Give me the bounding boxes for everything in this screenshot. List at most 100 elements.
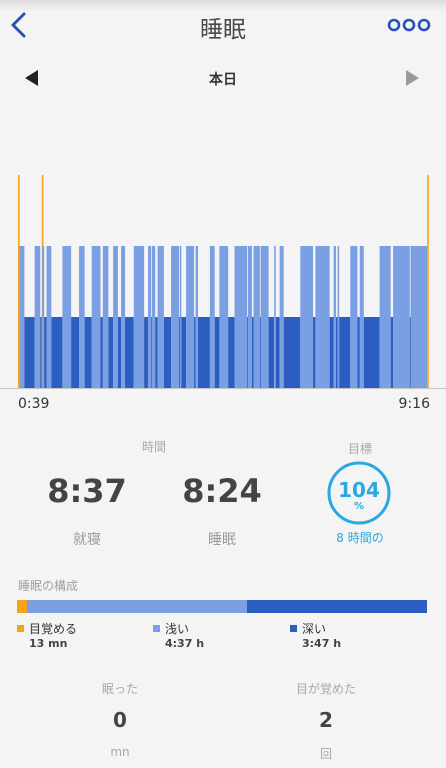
- sleep-segment-deep: [24, 317, 35, 388]
- sleep-segment-light: [152, 246, 156, 388]
- sleep-segment-deep: [214, 317, 220, 388]
- sleep-segment-light: [260, 246, 269, 388]
- sleep-segment-light: [121, 246, 126, 388]
- sleep-segment-light: [79, 246, 85, 388]
- sleep-segment-light: [171, 246, 179, 388]
- legend-light-value: 4:37 h: [165, 637, 205, 650]
- legend-deep-label: 深い: [302, 622, 327, 636]
- more-dots-icon: [387, 18, 431, 32]
- sleep-segment-light: [102, 246, 109, 388]
- sleep-segment-light: [379, 246, 391, 388]
- sleep-segment-deep: [363, 317, 380, 388]
- sleep-segment-awake: [18, 175, 20, 388]
- sleep-segment-deep: [251, 317, 254, 388]
- back-arrow-icon: [11, 12, 26, 38]
- composition-deep-segment: [246, 600, 427, 613]
- sleep-segment-deep: [44, 317, 47, 388]
- sleep-segment-deep: [228, 317, 235, 388]
- legend-awake: 目覚める: [17, 620, 77, 637]
- chart-end-time: 9:16: [398, 396, 430, 412]
- chart-start-time: 0:39: [18, 396, 50, 412]
- sleep-segment-light: [209, 246, 215, 388]
- sleep-segment-deep: [313, 317, 316, 388]
- sleep-segment-light: [253, 246, 260, 388]
- sleep-segment-light: [179, 246, 182, 388]
- woke-label: 目が覚めた: [295, 682, 356, 696]
- sleep-segment-deep: [339, 317, 351, 388]
- page-title: 睡眠: [200, 17, 246, 43]
- sleep-segment-deep: [125, 317, 134, 388]
- sleep-segment-light: [42, 246, 45, 388]
- date-label: 本日: [209, 72, 237, 88]
- previous-day-button[interactable]: [20, 66, 44, 90]
- composition-awake-segment: [17, 600, 28, 613]
- sleep-segment-light: [133, 246, 145, 388]
- sleep-segment-deep: [100, 317, 103, 388]
- sleep-segment-deep: [117, 317, 122, 388]
- sleep-segment-deep: [198, 317, 210, 388]
- sleep-segment-light: [157, 246, 164, 388]
- next-day-button[interactable]: [400, 66, 424, 90]
- sleep-segment-deep: [194, 317, 196, 388]
- goal-percent: 104: [338, 478, 380, 502]
- sleep-stage-chart: [0, 175, 446, 389]
- sleep-segment-light: [46, 246, 52, 388]
- sleep-segment-light: [333, 246, 337, 388]
- next-triangle-icon: [406, 70, 419, 86]
- prev-triangle-icon: [25, 70, 38, 86]
- sleep-segment-light: [337, 246, 340, 388]
- sleep-segment-deep: [71, 317, 80, 388]
- woke-count: 2: [319, 708, 333, 732]
- goal-target-label: 8 時間の: [336, 531, 384, 545]
- asleep-label: 睡眠: [208, 532, 236, 548]
- goal-header: 目標: [347, 442, 372, 456]
- legend-awake-value: 13 mn: [29, 637, 68, 650]
- sleep-segment-deep: [390, 317, 394, 388]
- sleep-segment-deep: [84, 317, 92, 388]
- fell-asleep-unit: mn: [110, 745, 130, 759]
- sleep-segment-light: [91, 246, 101, 388]
- legend-deep-value: 3:47 h: [302, 637, 342, 650]
- sleep-segment-light: [247, 246, 252, 388]
- sleep-segment-deep: [40, 317, 42, 388]
- composition-light-segment: [27, 600, 247, 613]
- sleep-segment-light: [359, 246, 364, 388]
- sleep-segment-deep: [51, 317, 63, 388]
- woke-unit: 回: [319, 747, 332, 761]
- sleep-segment-deep: [336, 317, 338, 388]
- sleep-segment-deep: [108, 317, 114, 388]
- status-shadow: [0, 0, 446, 12]
- sleep-segment-deep: [329, 317, 334, 388]
- goal-percent-unit: %: [353, 501, 365, 512]
- sleep-segment-deep: [181, 317, 187, 388]
- legend-awake-label: 目覚める: [29, 622, 78, 636]
- sleep-segment-light: [219, 246, 229, 388]
- sleep-segment-light: [393, 246, 410, 388]
- sleep-segment-light: [279, 246, 284, 388]
- sleep-segment-light: [148, 246, 152, 388]
- sleep-segment-deep: [268, 317, 275, 388]
- sleep-segment-deep: [155, 317, 158, 388]
- sleep-segment-deep: [144, 317, 149, 388]
- sleep-segment-light: [300, 246, 314, 388]
- back-button[interactable]: [4, 8, 34, 44]
- fell-asleep-label: 眠った: [101, 682, 138, 696]
- sleep-segment-awake: [427, 175, 429, 388]
- composition-bar: [17, 600, 427, 613]
- sleep-segment-light: [195, 246, 199, 388]
- bedtime-value: 8:37: [47, 472, 127, 510]
- sleep-segment-deep: [357, 317, 360, 388]
- sleep-segment-light: [350, 246, 358, 388]
- more-button[interactable]: [386, 14, 432, 36]
- sleep-segment-light: [234, 246, 248, 388]
- legend-light: 浅い: [153, 620, 189, 637]
- bedtime-label: 就寝: [73, 532, 101, 548]
- sleep-segment-light: [410, 246, 428, 388]
- deep-square-icon: [290, 625, 297, 632]
- sleep-segment-deep: [275, 317, 280, 388]
- fell-asleep-value: 0: [113, 708, 127, 732]
- sleep-segment-light: [186, 246, 195, 388]
- sleep-segment-light: [274, 246, 276, 388]
- legend-light-label: 浅い: [165, 622, 190, 636]
- sleep-segment-deep: [283, 317, 301, 388]
